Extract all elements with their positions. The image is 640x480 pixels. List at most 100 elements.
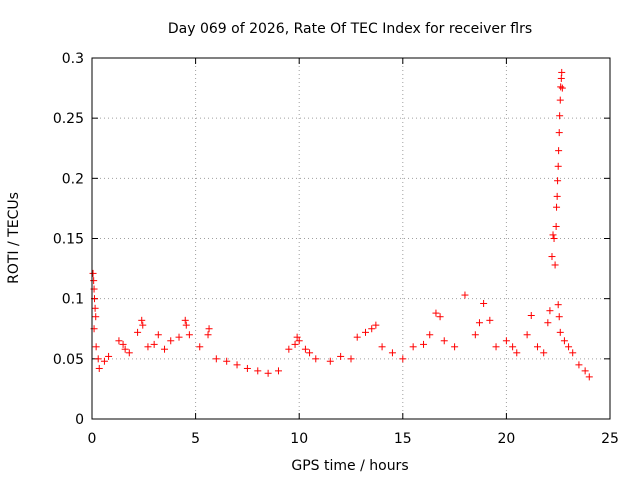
data-point bbox=[94, 355, 102, 363]
data-point bbox=[378, 343, 386, 351]
data-point bbox=[549, 231, 557, 239]
data-point bbox=[204, 331, 212, 339]
y-tick-label: 0.1 bbox=[62, 292, 84, 308]
data-point bbox=[326, 357, 334, 365]
data-point bbox=[544, 319, 552, 327]
data-point bbox=[581, 367, 589, 375]
y-axis-ticks: 0 0.05 0.1 0.15 0.2 0.25 0.3 bbox=[53, 51, 610, 428]
data-point bbox=[557, 83, 565, 91]
data-point bbox=[291, 340, 299, 348]
data-point bbox=[553, 192, 561, 200]
data-point bbox=[295, 337, 303, 345]
data-point bbox=[523, 331, 531, 339]
x-tick-label: 20 bbox=[497, 431, 515, 447]
data-point bbox=[144, 343, 152, 351]
data-point bbox=[388, 349, 396, 357]
data-point bbox=[285, 345, 293, 353]
x-tick-label: 10 bbox=[290, 431, 308, 447]
data-point bbox=[569, 349, 577, 357]
data-point bbox=[551, 261, 559, 269]
data-point bbox=[368, 325, 376, 333]
data-point bbox=[89, 269, 97, 277]
data-point bbox=[556, 112, 564, 120]
x-axis-ticks: 0 5 10 15 20 25 bbox=[88, 58, 619, 447]
data-point bbox=[154, 331, 162, 339]
data-point bbox=[138, 316, 146, 324]
data-point bbox=[553, 203, 561, 211]
data-point bbox=[347, 355, 355, 363]
x-tick-label: 0 bbox=[88, 431, 97, 447]
data-point bbox=[546, 307, 554, 315]
data-point bbox=[312, 355, 320, 363]
data-point bbox=[181, 316, 189, 324]
plot-frame bbox=[91, 57, 611, 420]
data-point bbox=[91, 304, 99, 312]
data-point bbox=[475, 319, 483, 327]
data-point bbox=[426, 331, 434, 339]
y-tick-label: 0.05 bbox=[53, 352, 84, 368]
x-axis-label: GPS time / hours bbox=[291, 458, 408, 474]
data-point bbox=[555, 129, 563, 137]
data-point bbox=[372, 321, 380, 329]
data-point bbox=[105, 352, 113, 360]
y-axis-label: ROTI / TECUs bbox=[6, 192, 22, 284]
data-point bbox=[167, 337, 175, 345]
data-point bbox=[175, 333, 183, 341]
data-point bbox=[558, 84, 566, 92]
data-point bbox=[301, 345, 309, 353]
data-point bbox=[550, 235, 558, 242]
data-point bbox=[480, 299, 488, 307]
data-point bbox=[555, 313, 563, 321]
data-point bbox=[293, 333, 301, 341]
data-point bbox=[585, 373, 593, 381]
data-point bbox=[556, 328, 564, 336]
data-point bbox=[558, 68, 566, 76]
y-tick-label: 0.3 bbox=[62, 51, 84, 67]
data-point bbox=[196, 343, 204, 351]
data-point bbox=[502, 337, 510, 345]
data-point bbox=[471, 331, 479, 339]
data-point bbox=[182, 321, 190, 329]
data-point bbox=[115, 337, 123, 345]
data-point bbox=[161, 345, 169, 353]
data-point bbox=[432, 309, 440, 317]
data-point bbox=[451, 343, 459, 351]
data-point bbox=[223, 357, 231, 365]
data-point bbox=[243, 364, 251, 372]
data-point bbox=[552, 222, 560, 230]
data-point bbox=[121, 345, 129, 353]
data-point bbox=[134, 328, 142, 336]
data-point bbox=[92, 343, 100, 351]
data-point bbox=[554, 177, 562, 185]
data-point bbox=[150, 340, 158, 348]
data-point bbox=[90, 277, 98, 285]
data-point bbox=[125, 349, 133, 357]
data-point bbox=[556, 96, 564, 104]
data-point bbox=[185, 331, 193, 339]
x-tick-label: 5 bbox=[191, 431, 200, 447]
data-point bbox=[540, 349, 548, 357]
x-tick-label: 25 bbox=[601, 431, 619, 447]
data-point bbox=[492, 343, 500, 351]
data-point bbox=[461, 291, 469, 299]
data-point bbox=[139, 321, 147, 329]
data-point bbox=[119, 340, 127, 348]
data-point bbox=[575, 361, 583, 369]
data-point bbox=[399, 355, 407, 363]
data-point bbox=[212, 355, 220, 363]
data-point bbox=[274, 367, 282, 375]
data-point bbox=[353, 333, 361, 341]
chart-title: Day 069 of 2026, Rate Of TEC Index for r… bbox=[168, 21, 532, 37]
data-point bbox=[95, 364, 103, 372]
data-point bbox=[560, 337, 568, 345]
data-point bbox=[92, 313, 100, 321]
x-tick-label: 15 bbox=[394, 431, 412, 447]
data-points bbox=[89, 68, 593, 381]
y-tick-label: 0.15 bbox=[53, 232, 84, 248]
data-point bbox=[486, 316, 494, 324]
data-point bbox=[555, 147, 563, 155]
data-point bbox=[440, 337, 448, 345]
data-point bbox=[565, 343, 573, 351]
data-point bbox=[409, 343, 417, 351]
